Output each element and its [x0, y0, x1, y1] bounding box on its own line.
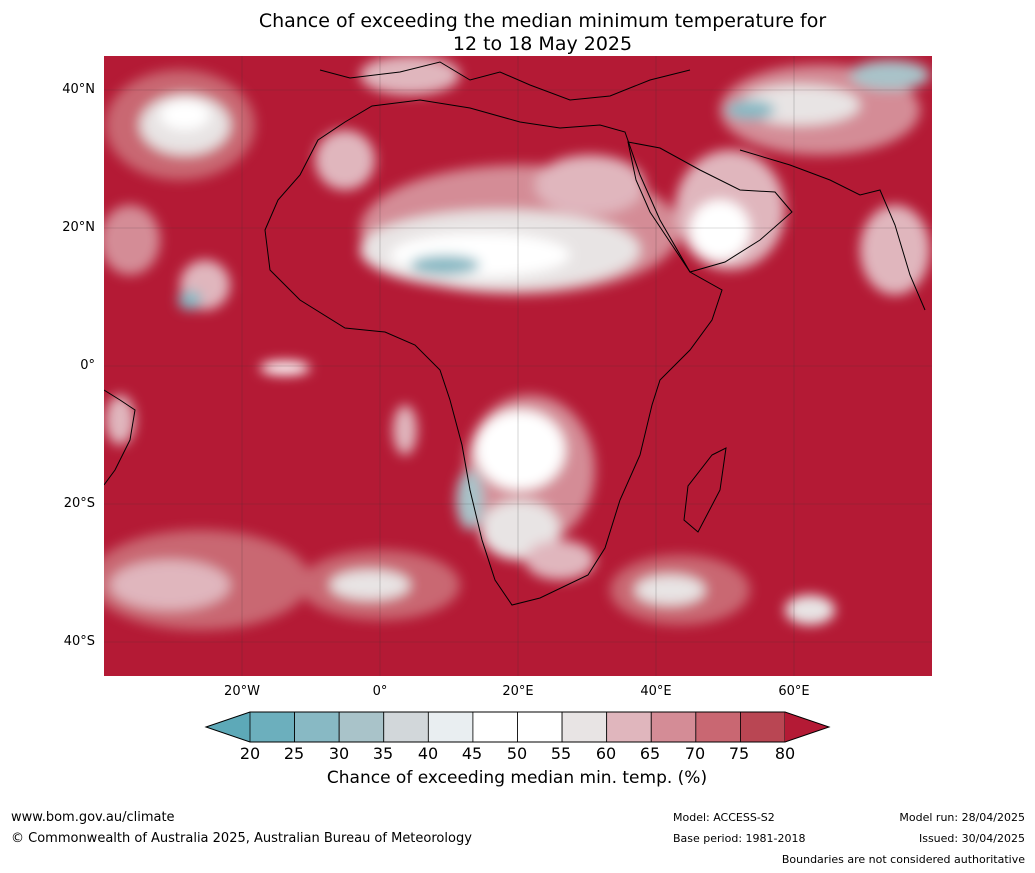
- map-title: Chance of exceeding the median minimum t…: [0, 10, 1035, 56]
- lat-label-20s: 20°S: [63, 496, 95, 511]
- madagascar-coastline: [683, 447, 727, 533]
- colorbar: [204, 711, 831, 743]
- coastlines: [104, 61, 926, 606]
- colorbar-tick: 40: [417, 744, 439, 763]
- africa-coastline: [264, 99, 723, 606]
- colorbar-tick: 50: [506, 744, 528, 763]
- colorbar-bin: [472, 711, 518, 743]
- arabia-coastline: [627, 141, 793, 273]
- lat-label-40n: 40°N: [62, 82, 95, 97]
- colorbar-bin: [606, 711, 652, 743]
- colorbar-bin: [383, 711, 429, 743]
- disclaimer-text: Boundaries are not considered authoritat…: [781, 853, 1025, 866]
- base-period-text: Base period: 1981-2018: [673, 832, 806, 845]
- colorbar-tick: 70: [684, 744, 706, 763]
- colorbar-extend-low: [206, 712, 250, 742]
- map-panel: [104, 56, 932, 676]
- issued-text: Issued: 30/04/2025: [918, 832, 1025, 845]
- colorbar-label: Chance of exceeding median min. temp. (%…: [326, 768, 708, 788]
- colorbar-tick: 55: [550, 744, 572, 763]
- colorbar-bin: [338, 711, 385, 743]
- title-line-1: Chance of exceeding the median minimum t…: [258, 10, 827, 32]
- colorbar-bin: [249, 711, 295, 743]
- copyright-text: © Commonwealth of Australia 2025, Austra…: [11, 831, 472, 846]
- iran-india-coastline: [739, 149, 926, 311]
- lon-label-0: 0°: [372, 684, 388, 699]
- lat-label-20n: 20°N: [62, 220, 95, 235]
- title-line-2: 12 to 18 May 2025: [452, 33, 633, 55]
- probability-field: [104, 56, 930, 630]
- colorbar-bin: [294, 711, 340, 743]
- lon-label-20w: 20°W: [224, 684, 260, 699]
- lat-label-40s: 40°S: [63, 634, 95, 649]
- colorbar-tick: 75: [728, 744, 750, 763]
- colorbar-bins: [249, 711, 786, 743]
- colorbar-bin: [427, 711, 474, 743]
- colorbar-bin: [695, 711, 741, 743]
- colorbar-tick: 45: [461, 744, 483, 763]
- colorbar-extend-high: [785, 712, 829, 742]
- south-america-coastline: [104, 389, 136, 486]
- website-link[interactable]: www.bom.gov.au/climate: [11, 810, 175, 825]
- colorbar-tick: 35: [372, 744, 394, 763]
- model-run-text: Model run: 28/04/2025: [899, 811, 1025, 824]
- colorbar-tick: 80: [774, 744, 796, 763]
- colorbar-tick: 25: [283, 744, 305, 763]
- colorbar-bin: [740, 711, 786, 743]
- lon-label-40e: 40°E: [640, 684, 672, 699]
- colorbar-tick: 30: [328, 744, 350, 763]
- europe-coastline: [319, 61, 691, 101]
- colorbar-tick: 65: [639, 744, 661, 763]
- colorbar-bin: [561, 711, 608, 743]
- graticule: [104, 56, 932, 676]
- lon-label-20e: 20°E: [502, 684, 534, 699]
- lat-label-0: 0°: [80, 358, 95, 373]
- colorbar-bin: [650, 711, 697, 743]
- lon-label-60e: 60°E: [778, 684, 810, 699]
- colorbar-bin: [517, 711, 563, 743]
- model-text: Model: ACCESS-S2: [673, 811, 775, 824]
- colorbar-tick: 20: [239, 744, 261, 763]
- colorbar-tick: 60: [595, 744, 617, 763]
